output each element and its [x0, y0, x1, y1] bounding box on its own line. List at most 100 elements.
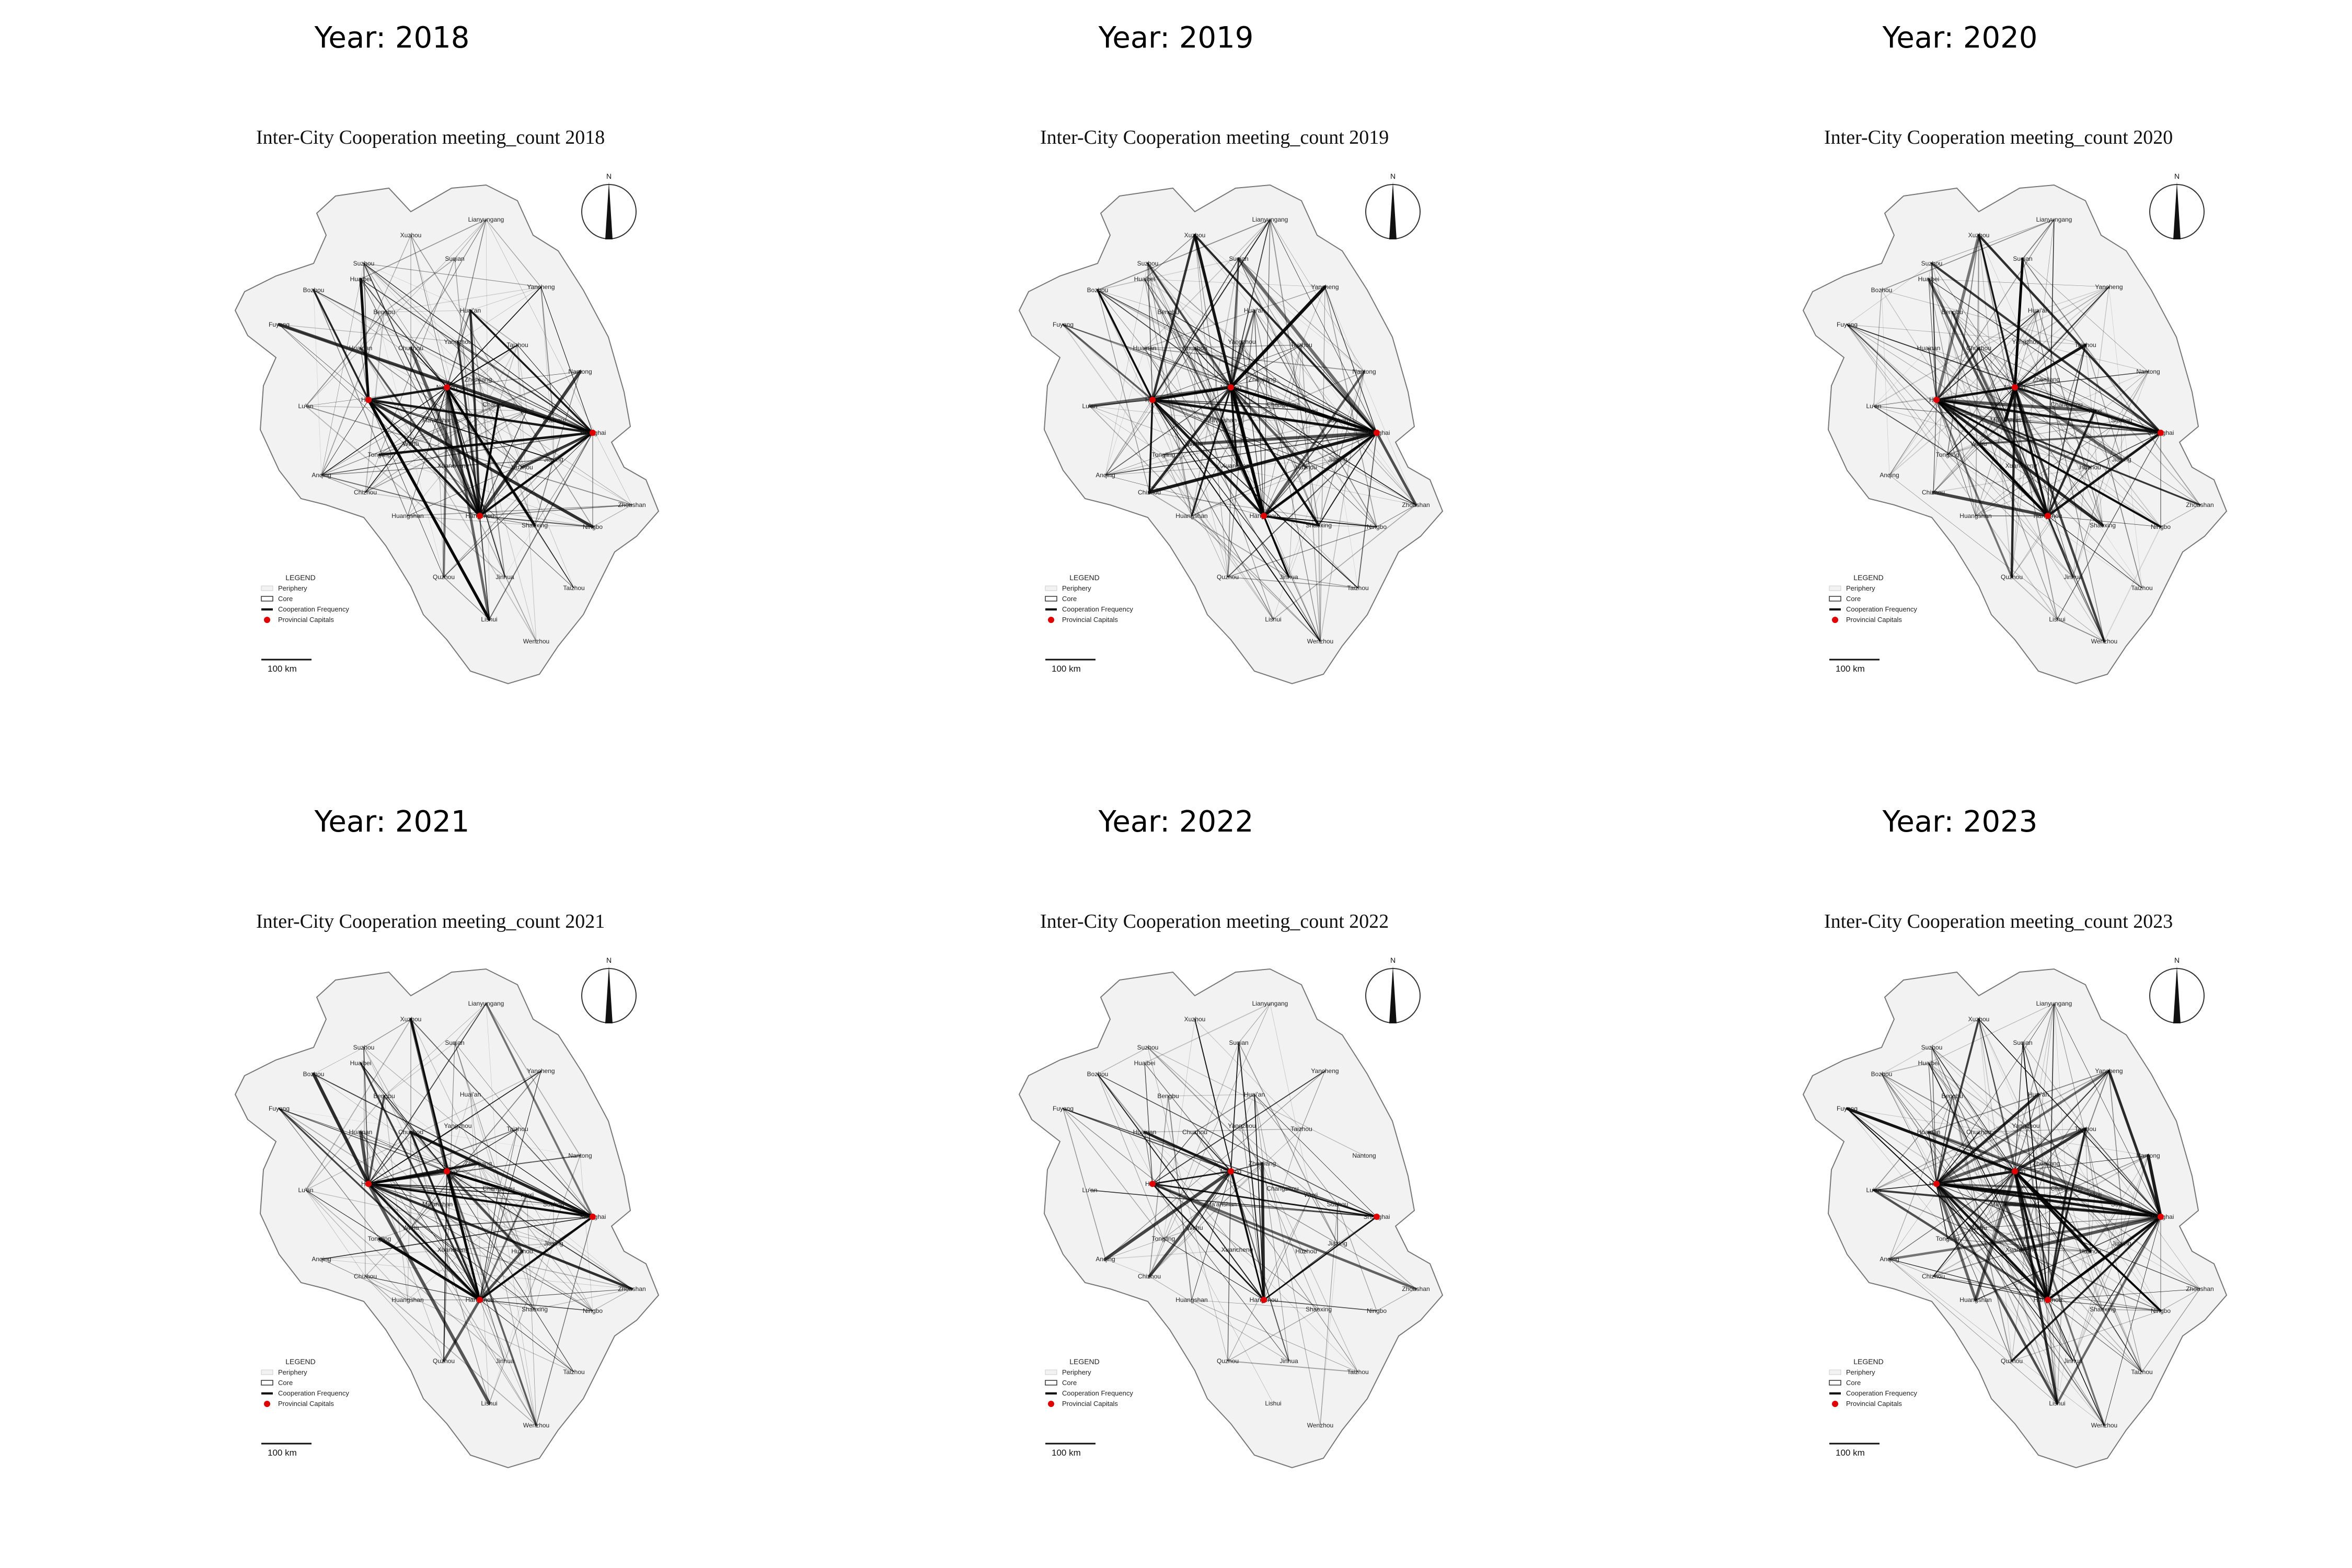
city-label: Suzhou: [1137, 1044, 1159, 1051]
capital-dot: [1228, 384, 1234, 390]
city-label: Wuxi: [1304, 407, 1318, 414]
city-label: Taizhou: [1347, 1368, 1368, 1376]
capital-dot: [1933, 1181, 1940, 1187]
legend-item-capitals: Provincial Capitals: [278, 1400, 334, 1408]
city-label: Ma'anshan: [1990, 1201, 2021, 1208]
city-label: Wenzhou: [523, 1422, 549, 1429]
city-label: Zhoushan: [2186, 501, 2213, 509]
legend-item-core: Core: [278, 1379, 293, 1387]
city-label: Tongling: [1936, 451, 1959, 458]
city-label: Huai'an: [460, 307, 481, 314]
capital-dot: [477, 1297, 483, 1303]
city-label: Jinhua: [1279, 573, 1298, 581]
city-label: Bozhou: [1871, 286, 1893, 294]
city-label: Tongling: [1152, 1235, 1175, 1242]
capital-dot: [444, 1168, 450, 1174]
scale-label: 100 km: [268, 1448, 297, 1458]
legend: LEGEND Periphery Core Cooperation Frequency…: [261, 1357, 349, 1408]
city-label: Huzhou: [2079, 1248, 2101, 1255]
city-label: Taizhou: [1347, 584, 1368, 592]
north-arrow: N: [1365, 172, 1421, 239]
city-label: Huaibei: [1918, 275, 1940, 283]
city-label: Ningbo: [583, 1307, 603, 1315]
capital-dot: [1228, 1168, 1234, 1174]
city-label: Suzhou: [353, 260, 375, 267]
north-arrow: N: [581, 956, 637, 1023]
legend: LEGEND Periphery Core Cooperation Frequency…: [1045, 1357, 1133, 1408]
city-label: Chizhou: [354, 1273, 377, 1280]
city-label: Huzhou: [2079, 464, 2101, 471]
city-label: Zhenjiang: [465, 376, 492, 383]
map-title: Inter-City Cooperation meeting_count 201…: [256, 126, 605, 148]
city-label: Taizhou: [2074, 1125, 2096, 1133]
city-label: Xuzhou: [1968, 1016, 1990, 1023]
city-label: Tongling: [1152, 451, 1175, 458]
panel-year-title: Year: 2018: [314, 21, 470, 55]
city-label: Bozhou: [303, 286, 325, 294]
city-label: Chuzhou: [1182, 344, 1207, 352]
network-map: Inter-City Cooperation meeting_count 201…: [1018, 126, 1444, 685]
city-label: Changzhou: [2050, 1185, 2082, 1192]
city-label: Zhenjiang: [2033, 376, 2060, 383]
map-title: Inter-City Cooperation meeting_count 202…: [1824, 910, 2173, 932]
city-label: Ma'anshan: [422, 1201, 453, 1208]
city-label: Lu'an: [1866, 402, 1882, 410]
scale-bar: 100 km: [1829, 659, 1880, 674]
provincial-capitals: [1933, 384, 2164, 519]
map-title: Inter-City Cooperation meeting_count 202…: [256, 910, 605, 932]
city-label: Huaibei: [1134, 275, 1156, 283]
city-label: Chuzhou: [1966, 1128, 1991, 1136]
city-label: Jinhua: [1279, 1357, 1298, 1365]
north-arrow: N: [1365, 956, 1421, 1023]
map-panel-6: Year: 2023 Inter-City Cooperation meeting…: [1568, 784, 2352, 1568]
legend-item-capitals: Provincial Capitals: [278, 616, 334, 624]
city-label: Wuhu: [1970, 440, 1987, 447]
city-label: Taizhou: [1290, 1125, 1312, 1133]
city-label: Chizhou: [1138, 1273, 1161, 1280]
north-label: N: [1390, 172, 1396, 180]
capital-dot: [1933, 397, 1940, 403]
city-label: Wuxi: [2088, 1191, 2102, 1198]
legend-item-frequency: Cooperation Frequency: [1062, 605, 1133, 613]
legend-item-periphery: Periphery: [1062, 584, 1091, 592]
network-map: Inter-City Cooperation meeting_count 202…: [234, 910, 660, 1469]
city-label: Wuhu: [1186, 1224, 1203, 1231]
city-label: Lishui: [1265, 616, 1281, 623]
city-label: Huzhou: [1295, 1248, 1317, 1255]
city-label: Nantong: [568, 368, 592, 375]
scale-label: 100 km: [268, 664, 297, 674]
city-label: Taizhou: [1290, 341, 1312, 349]
city-label: Fuyang: [1053, 321, 1074, 328]
city-label: Huainan: [1133, 344, 1157, 352]
city-label: Ma'anshan: [1990, 417, 2021, 424]
legend-title: LEGEND: [1069, 573, 1100, 582]
city-label: Huangshan: [1959, 512, 1991, 520]
legend-item-frequency: Cooperation Frequency: [1846, 605, 1917, 613]
north-arrow: N: [2149, 956, 2205, 1023]
city-label: Lianyungang: [2036, 1000, 2072, 1007]
city-label: Zhenjiang: [1249, 376, 1276, 383]
city-label: Anqing: [312, 471, 331, 479]
city-label: Zhenjiang: [2033, 1160, 2060, 1167]
city-label: Fuyang: [1837, 321, 1858, 328]
city-labels: Xuzhou Lianyungang Suzhou Suqian Huaibei Bozh…: [269, 1000, 646, 1429]
city-label: Suzhou: [353, 1044, 375, 1051]
city-label: Huai'an: [460, 1091, 481, 1098]
cooperation-edges: [1847, 219, 2201, 643]
city-label: Taizhou: [563, 584, 584, 592]
legend-item-periphery: Periphery: [278, 584, 307, 592]
scale-label: 100 km: [1836, 1448, 1865, 1458]
cooperation-edges: [278, 1002, 633, 1426]
capital-dot: [365, 1181, 372, 1187]
scale-bar: 100 km: [1045, 659, 1096, 674]
city-label: Wuhu: [1970, 1224, 1987, 1231]
legend-title: LEGEND: [1853, 1357, 1884, 1366]
legend-item-frequency: Cooperation Frequency: [1062, 1389, 1133, 1397]
legend-item-core: Core: [278, 595, 293, 603]
city-label: Lu'an: [298, 1186, 314, 1194]
city-label: Zhenjiang: [1249, 1160, 1276, 1167]
city-label: Shaoxing: [2090, 522, 2116, 529]
legend-item-periphery: Periphery: [1846, 584, 1875, 592]
city-label: Zhoushan: [2186, 1285, 2213, 1293]
city-label: Quzhou: [1217, 1357, 1239, 1365]
